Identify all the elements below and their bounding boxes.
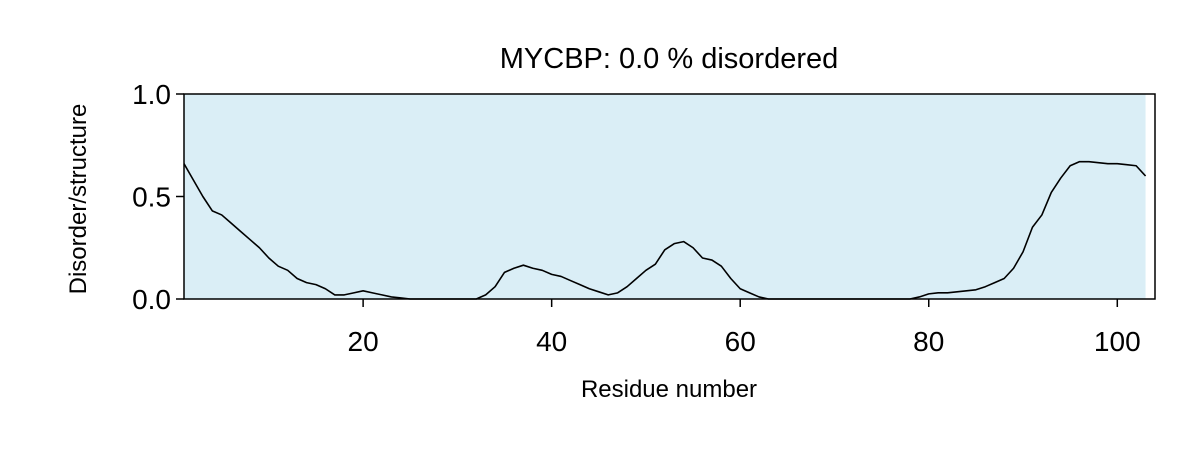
y-axis: 0.0 0.5 1.0 (132, 79, 184, 315)
x-axis-label: Residue number (581, 376, 757, 403)
x-tick-label: 20 (348, 326, 379, 357)
x-axis: 20 40 60 80 100 (348, 299, 1141, 357)
x-tick-label: 60 (725, 326, 756, 357)
x-tick-label: 100 (1094, 326, 1141, 357)
y-tick-label: 0.5 (132, 182, 171, 213)
disorder-line (183, 160, 1147, 300)
x-tick-label: 40 (536, 326, 567, 357)
structured-region (184, 94, 1146, 299)
y-tick-label: 0.0 (132, 284, 171, 315)
x-tick-label: 80 (913, 326, 944, 357)
y-tick-label: 1.0 (132, 79, 171, 110)
chart-title: MYCBP: 0.0 % disordered (500, 43, 838, 75)
y-axis-label: Disorder/structure (65, 104, 92, 295)
